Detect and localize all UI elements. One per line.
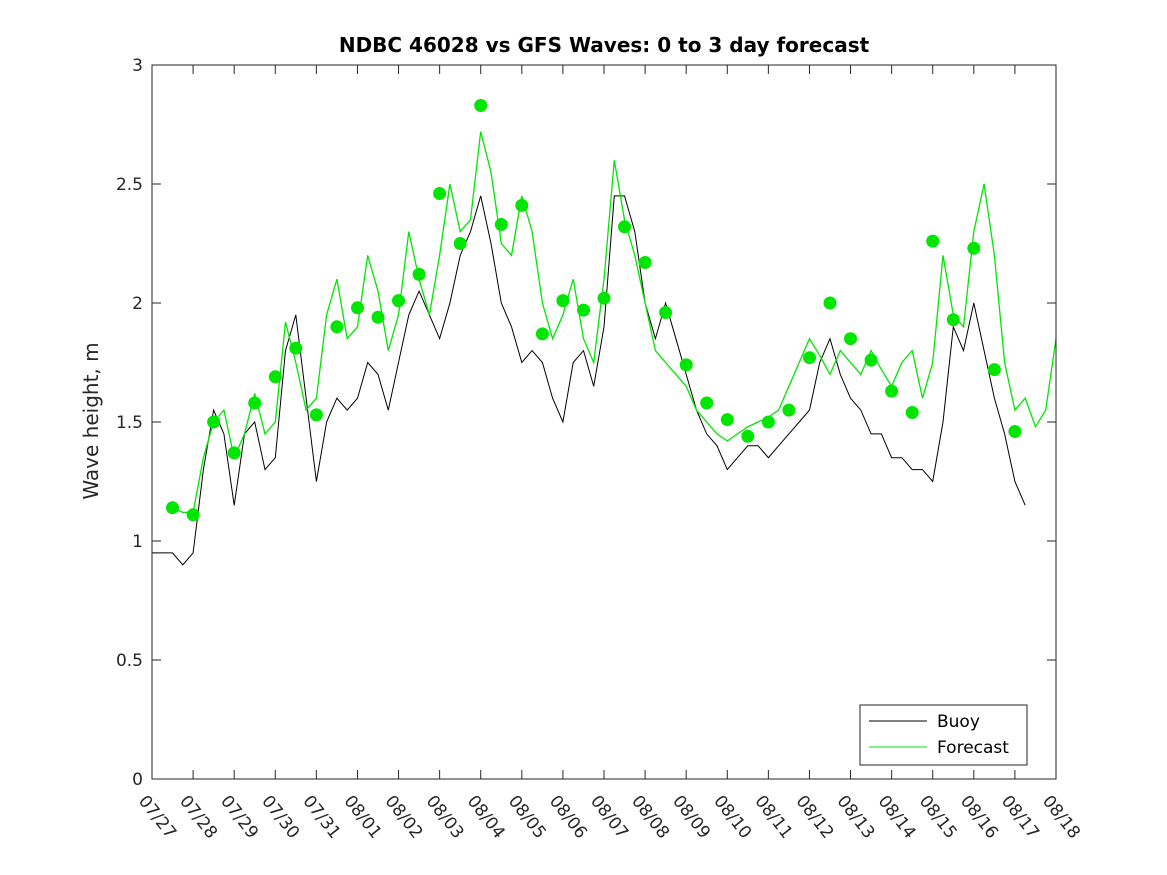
plot-frame [152, 65, 1056, 779]
forecast-point [638, 256, 652, 269]
x-tick-label: 08/12 [792, 792, 838, 843]
forecast-point [679, 358, 693, 372]
chart-title: NDBC 46028 vs GFS Waves: 0 to 3 day fore… [339, 33, 870, 57]
x-tick-label: 08/07 [586, 792, 632, 843]
forecast-point [535, 327, 549, 341]
series-group [152, 131, 1057, 566]
forecast-point [309, 408, 323, 422]
forecast-point [577, 303, 590, 317]
y-tick-label: 1.5 [116, 413, 143, 433]
x-tick-label: 08/02 [381, 792, 427, 843]
legend-label-forecast: Forecast [937, 738, 1009, 758]
forecast-point [392, 294, 405, 308]
x-tick-label: 08/10 [709, 792, 755, 843]
x-tick-label: 07/27 [134, 792, 180, 843]
forecast-point [720, 413, 734, 427]
forecast-point [946, 313, 960, 327]
y-tick-label: 3 [132, 56, 143, 76]
forecast-point [1008, 425, 1022, 438]
forecast-point [289, 341, 303, 355]
x-tick-label: 08/16 [956, 792, 1002, 843]
y-axis-label: Wave height, m [79, 342, 103, 499]
x-tick-label: 08/14 [874, 792, 920, 843]
y-tick-label: 0 [132, 770, 143, 790]
forecast-point [515, 198, 529, 212]
forecast-point [823, 296, 837, 310]
x-tick-label: 07/29 [216, 792, 262, 843]
forecast-point [207, 415, 221, 429]
legend-box [859, 704, 1028, 766]
x-tick-label: 08/17 [997, 792, 1043, 843]
forecast-point [844, 332, 857, 346]
forecast-point [166, 501, 179, 515]
forecast-point [248, 396, 262, 410]
x-tick-label: 08/18 [1038, 792, 1084, 843]
x-tick-label: 08/15 [915, 792, 961, 843]
x-tick-label: 07/31 [298, 792, 344, 843]
forecast-point [351, 301, 364, 315]
forecast-point [453, 237, 467, 250]
y-tick-label: 0.5 [116, 651, 143, 671]
forecast-point [474, 99, 488, 112]
x-tick-label: 07/28 [175, 792, 221, 843]
forecast-point [782, 403, 796, 417]
forecast-point [186, 508, 200, 522]
y-tick-label: 2.5 [116, 175, 143, 195]
x-tick-label: 07/30 [257, 792, 303, 843]
forecast-point [556, 294, 570, 308]
forecast-point [659, 306, 673, 319]
x-tick-label: 08/04 [463, 792, 509, 843]
forecast-point [741, 429, 755, 443]
forecast-point [618, 220, 631, 234]
forecast-point [597, 291, 611, 305]
legend-label-buoy: Buoy [937, 712, 980, 732]
x-tick-label: 08/01 [340, 792, 386, 843]
forecast-point [412, 267, 426, 281]
x-tick-label: 08/13 [833, 792, 879, 843]
forecast-point [905, 406, 919, 419]
x-tick-label: 08/08 [627, 792, 673, 843]
y-tick-label: 2 [132, 294, 143, 314]
legend: Buoy Forecast [859, 704, 1028, 766]
series-line-buoy [152, 195, 1026, 566]
forecast-point [268, 370, 282, 384]
forecast-point [433, 187, 447, 200]
marker-group [166, 99, 1022, 522]
y-tick-label: 1 [132, 532, 143, 552]
forecast-point [926, 234, 940, 248]
forecast-point [371, 310, 385, 324]
x-tick-label: 08/09 [668, 792, 714, 843]
forecast-point [864, 353, 878, 367]
forecast-point [803, 351, 816, 365]
forecast-point [494, 218, 508, 231]
forecast-point [700, 396, 714, 410]
forecast-point [761, 415, 775, 429]
x-tick-label: 08/06 [545, 792, 591, 843]
forecast-point [967, 241, 981, 255]
forecast-point [227, 446, 241, 460]
forecast-point [987, 363, 1001, 377]
x-tick-label: 08/03 [422, 792, 468, 843]
x-tick-label: 08/05 [504, 792, 550, 843]
forecast-point [885, 384, 899, 398]
x-tick-label: 08/11 [750, 792, 796, 843]
forecast-point [330, 320, 344, 334]
series-line-forecast [172, 131, 1057, 514]
